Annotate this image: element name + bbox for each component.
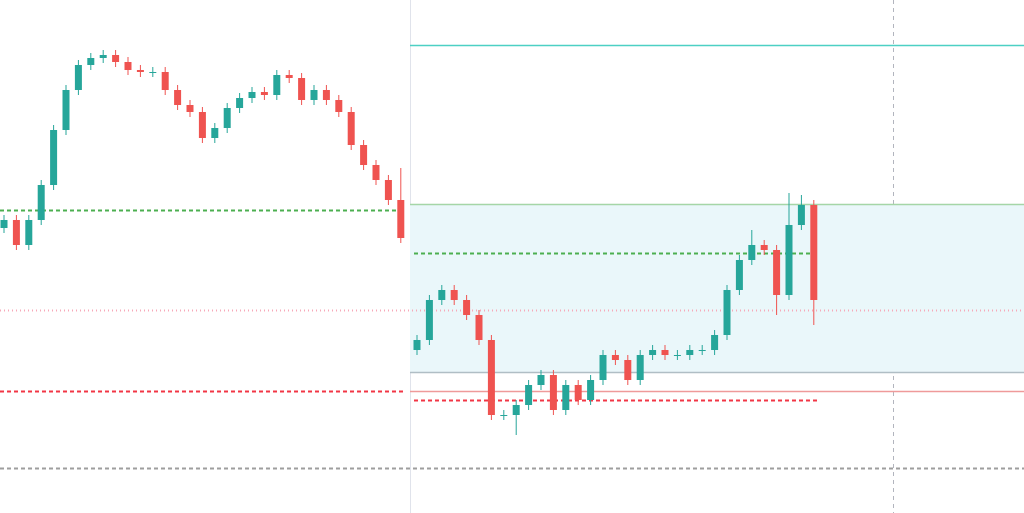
- candle-body: [748, 245, 756, 260]
- candle-body: [797, 205, 805, 225]
- candle-body: [236, 98, 244, 108]
- candle-body: [322, 90, 330, 100]
- candle-body: [174, 90, 182, 105]
- candle-body: [260, 92, 268, 95]
- candle-body: [161, 72, 169, 90]
- candle-body: [661, 350, 669, 355]
- candle-body: [223, 108, 231, 128]
- candle-body: [611, 355, 619, 360]
- candle-body: [12, 220, 20, 245]
- candle-body: [186, 105, 194, 112]
- candle-body: [384, 180, 392, 200]
- candle-body: [698, 350, 706, 351]
- candle-body: [599, 355, 607, 380]
- candle-body: [537, 375, 545, 385]
- candle-body: [198, 112, 206, 138]
- candle-body: [760, 245, 768, 250]
- candle-body: [785, 225, 793, 295]
- candle-body: [413, 340, 421, 350]
- candle-body: [87, 58, 95, 65]
- candle-body: [74, 65, 82, 90]
- candle-body: [574, 385, 582, 400]
- candle-body: [562, 385, 570, 410]
- candle-body: [25, 220, 33, 245]
- candle-body: [525, 385, 533, 405]
- candle-body: [99, 55, 107, 58]
- candle-body: [463, 300, 471, 315]
- candle-body: [372, 165, 380, 180]
- candle-body: [62, 90, 70, 130]
- candle-body: [248, 92, 256, 98]
- candle-body: [475, 315, 483, 340]
- candle-body: [810, 205, 818, 300]
- candle-body: [487, 340, 495, 415]
- candle-body: [425, 300, 433, 340]
- candle-body: [0, 220, 8, 228]
- candle-body: [136, 70, 144, 72]
- candle-body: [360, 145, 368, 165]
- candle-body: [273, 75, 281, 95]
- candle-body: [112, 55, 120, 62]
- candle-body: [673, 355, 681, 356]
- candle-body: [450, 290, 458, 300]
- candle-body: [397, 200, 405, 238]
- candle-body: [735, 260, 743, 290]
- candle-body: [549, 375, 557, 410]
- candle-body: [723, 290, 731, 335]
- candle-body: [438, 290, 446, 300]
- candle-body: [335, 100, 343, 112]
- candle-body: [310, 90, 318, 100]
- candle-body: [649, 350, 657, 355]
- candle-body: [587, 380, 595, 400]
- candle-body: [37, 185, 45, 220]
- candle-body: [636, 355, 644, 380]
- candle-body: [50, 130, 58, 185]
- candle-body: [500, 415, 508, 416]
- candle-body: [773, 250, 781, 295]
- candle-body: [512, 405, 520, 415]
- candle-body: [124, 62, 132, 70]
- candle-body: [285, 75, 293, 78]
- candle-body: [298, 78, 306, 100]
- candle-body: [347, 112, 355, 145]
- candle-body: [711, 335, 719, 350]
- candle-body: [686, 350, 694, 355]
- candle-body: [149, 72, 157, 73]
- candle-body: [624, 360, 632, 380]
- candle-body: [211, 128, 219, 138]
